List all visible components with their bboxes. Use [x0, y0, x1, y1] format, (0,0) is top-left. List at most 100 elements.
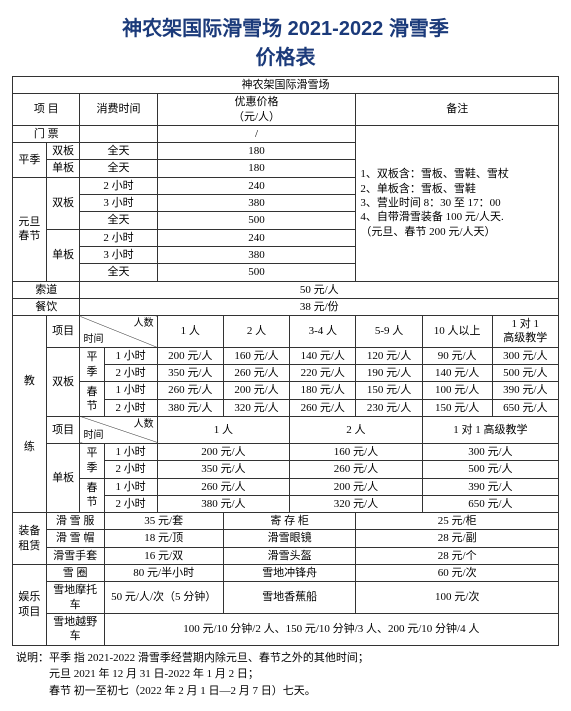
cell: 1 小时 [104, 478, 157, 495]
cell: 100 元/次 [356, 582, 559, 614]
cell: 180 元/人 [290, 382, 356, 399]
diag-cell: 人数时间 [80, 416, 157, 443]
pingji-label: 平季 [13, 143, 47, 178]
col-note: 备注 [356, 94, 559, 126]
price-table: 神农架国际滑雪场 项 目 消费时间 优惠价格 （元/人） 备注 门 票 / 1、… [12, 76, 559, 646]
explain-l3: 春节 初一至初七（2022 年 2 月 1 日—2 月 7 日）七天。 [16, 683, 559, 700]
cell: 650 元/人 [422, 495, 558, 512]
cell: 180 [157, 143, 356, 160]
ticket-label: 门 票 [13, 125, 80, 142]
cell: 260 元/人 [157, 382, 223, 399]
cell: 雪地香蕉船 [223, 582, 356, 614]
cell: 220 元/人 [290, 365, 356, 382]
cell: 300 元/人 [422, 443, 558, 460]
rent-label: 装备 租赁 [13, 513, 47, 565]
cell: 100 元/人 [422, 382, 492, 399]
cell: 380 元/人 [157, 399, 223, 416]
cell: 寄 存 柜 [223, 513, 356, 530]
cell: 150 元/人 [356, 382, 422, 399]
cell: 140 元/人 [422, 365, 492, 382]
col-item: 项 目 [13, 94, 80, 126]
cell: 50 元/人 [80, 281, 559, 298]
cell: 2 小时 [104, 399, 157, 416]
yd-single: 单板 [46, 229, 80, 281]
coach-vlabel: 教练 [13, 316, 47, 513]
venue-name: 神农架国际滑雪场 [13, 77, 559, 94]
yuandan-label: 元旦 春节 [13, 177, 47, 281]
cell: 25 元/柜 [356, 513, 559, 530]
cell: 全天 [80, 212, 157, 229]
cell: 100 元/10 分钟/2 人、150 元/10 分钟/3 人、200 元/10… [104, 613, 558, 645]
cell: 雪 圈 [46, 565, 104, 582]
cell: 1 小时 [104, 382, 157, 399]
cell: 200 元/人 [290, 478, 423, 495]
cell: 2 人 [290, 416, 423, 443]
cell: 150 元/人 [422, 399, 492, 416]
coach-single: 单板 [46, 443, 80, 512]
cell: 200 元/人 [223, 382, 289, 399]
cell: 260 元/人 [223, 365, 289, 382]
cell: 滑 雪 帽 [46, 530, 104, 547]
cell: 240 [157, 177, 356, 194]
cell: 190 元/人 [356, 365, 422, 382]
cell: 90 元/人 [422, 347, 492, 364]
ent-label: 娱乐 项目 [13, 565, 47, 645]
cell: 滑雪眼镜 [223, 530, 356, 547]
cell: 2 小时 [80, 177, 157, 194]
cell: 50 元/人/次（5 分钟） [104, 582, 223, 614]
cell: 320 元/人 [223, 399, 289, 416]
cell: 650 元/人 [492, 399, 558, 416]
cell: 1 对 1 高级教学 [422, 416, 558, 443]
cell: 18 元/顶 [104, 530, 223, 547]
pingji-single: 单板 [46, 160, 80, 177]
cell: 5-9 人 [356, 316, 422, 348]
cell: 春 节 [80, 478, 104, 513]
cell: 500 [157, 212, 356, 229]
title-line1: 神农架国际滑雪场 2021-2022 滑雪季 [12, 12, 559, 41]
cell: 80 元/半小时 [104, 565, 223, 582]
cell: 260 元/人 [157, 478, 290, 495]
cell: 38 元/份 [80, 298, 559, 315]
cell: 2 小时 [104, 461, 157, 478]
cell: 390 元/人 [492, 382, 558, 399]
cell: 2 小时 [80, 229, 157, 246]
cell: 全天 [80, 264, 157, 281]
cell: 春 节 [80, 382, 104, 417]
cell: 140 元/人 [290, 347, 356, 364]
coach-item2: 项目 [46, 416, 80, 443]
cell: 500 元/人 [492, 365, 558, 382]
cell: 2 小时 [104, 365, 157, 382]
explain-block: 说明：平季 指 2021-2022 滑雪季经营期内除元旦、春节之外的其他时间； … [12, 650, 559, 700]
cell: 380 元/人 [157, 495, 290, 512]
cell: 雪地冲锋舟 [223, 565, 356, 582]
cell: 230 元/人 [356, 399, 422, 416]
coach-double: 双板 [46, 347, 80, 416]
cell: 260 元/人 [290, 461, 423, 478]
cell: 500 [157, 264, 356, 281]
cell: 雪地越野车 [46, 613, 104, 645]
coach-item1: 项目 [46, 316, 80, 348]
cell: 1 人 [157, 416, 290, 443]
ticket-val: / [157, 125, 356, 142]
cell: 3 小时 [80, 195, 157, 212]
cell: 雪地摩托车 [46, 582, 104, 614]
cell: 160 元/人 [290, 443, 423, 460]
cell: 380 [157, 195, 356, 212]
can-label: 餐饮 [13, 298, 80, 315]
cell: 平 季 [80, 347, 104, 382]
diag-cell: 人数时间 [80, 316, 157, 348]
cell: 320 元/人 [290, 495, 423, 512]
col-time: 消费时间 [80, 94, 157, 126]
cell: 1 对 1 高级教学 [492, 316, 558, 348]
cell: 1 人 [157, 316, 223, 348]
cell: 全天 [80, 160, 157, 177]
cell: 2 人 [223, 316, 289, 348]
explain-l1: 说明：平季 指 2021-2022 滑雪季经营期内除元旦、春节之外的其他时间； [16, 650, 559, 667]
cell: 滑雪手套 [46, 547, 104, 564]
suo-label: 索道 [13, 281, 80, 298]
cell: 2 小时 [104, 495, 157, 512]
cell: 10 人以上 [422, 316, 492, 348]
cell: 28 元/副 [356, 530, 559, 547]
cell: 180 [157, 160, 356, 177]
cell: 350 元/人 [157, 365, 223, 382]
